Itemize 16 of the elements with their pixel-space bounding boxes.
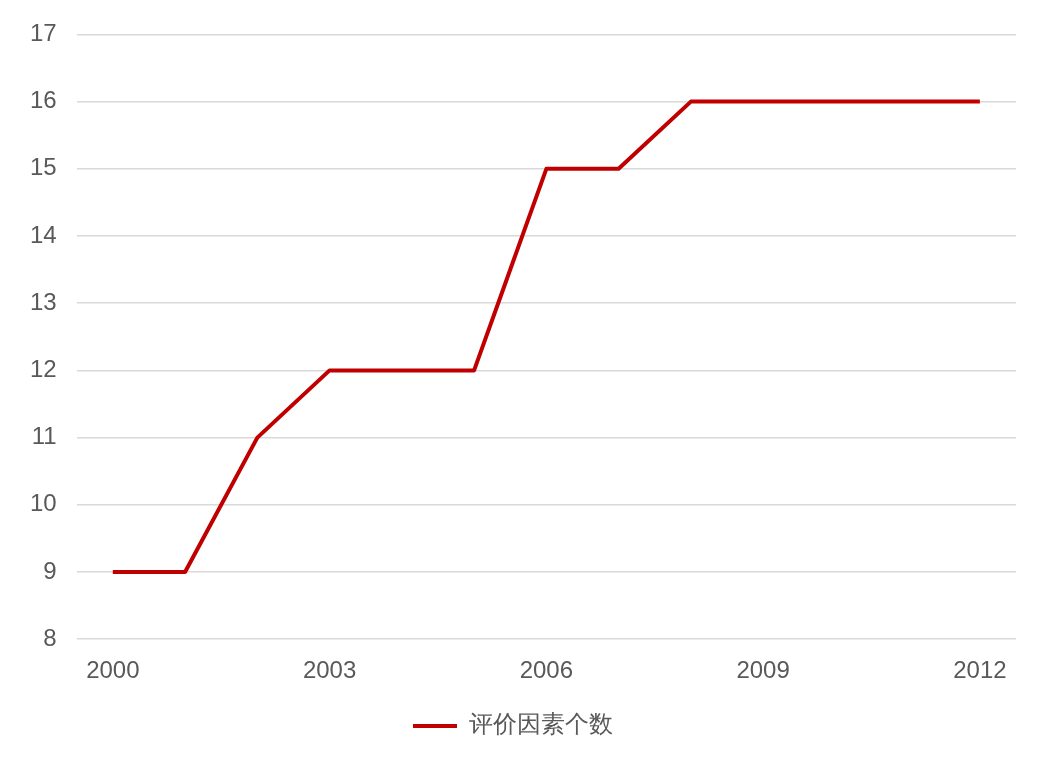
y-tick-label: 15 — [29, 153, 57, 181]
y-tick-label: 8 — [43, 623, 57, 651]
legend-label: 评价因素个数 — [469, 710, 613, 739]
y-tick-label: 13 — [29, 287, 57, 315]
x-tick-label: 2003 — [302, 656, 357, 684]
y-tick-label: 9 — [43, 556, 57, 584]
x-tick-label: 2009 — [736, 656, 790, 684]
y-tick-label: 10 — [29, 489, 57, 517]
y-tick-label: 14 — [29, 220, 57, 248]
y-tick-label: 17 — [29, 19, 57, 47]
x-tick-label: 2012 — [953, 656, 1007, 684]
y-tick-label: 12 — [29, 355, 57, 383]
x-tick-label: 2000 — [86, 656, 140, 684]
y-tick-label: 16 — [29, 86, 57, 114]
x-tick-label: 2006 — [519, 656, 574, 684]
y-tick-label: 11 — [31, 422, 57, 450]
